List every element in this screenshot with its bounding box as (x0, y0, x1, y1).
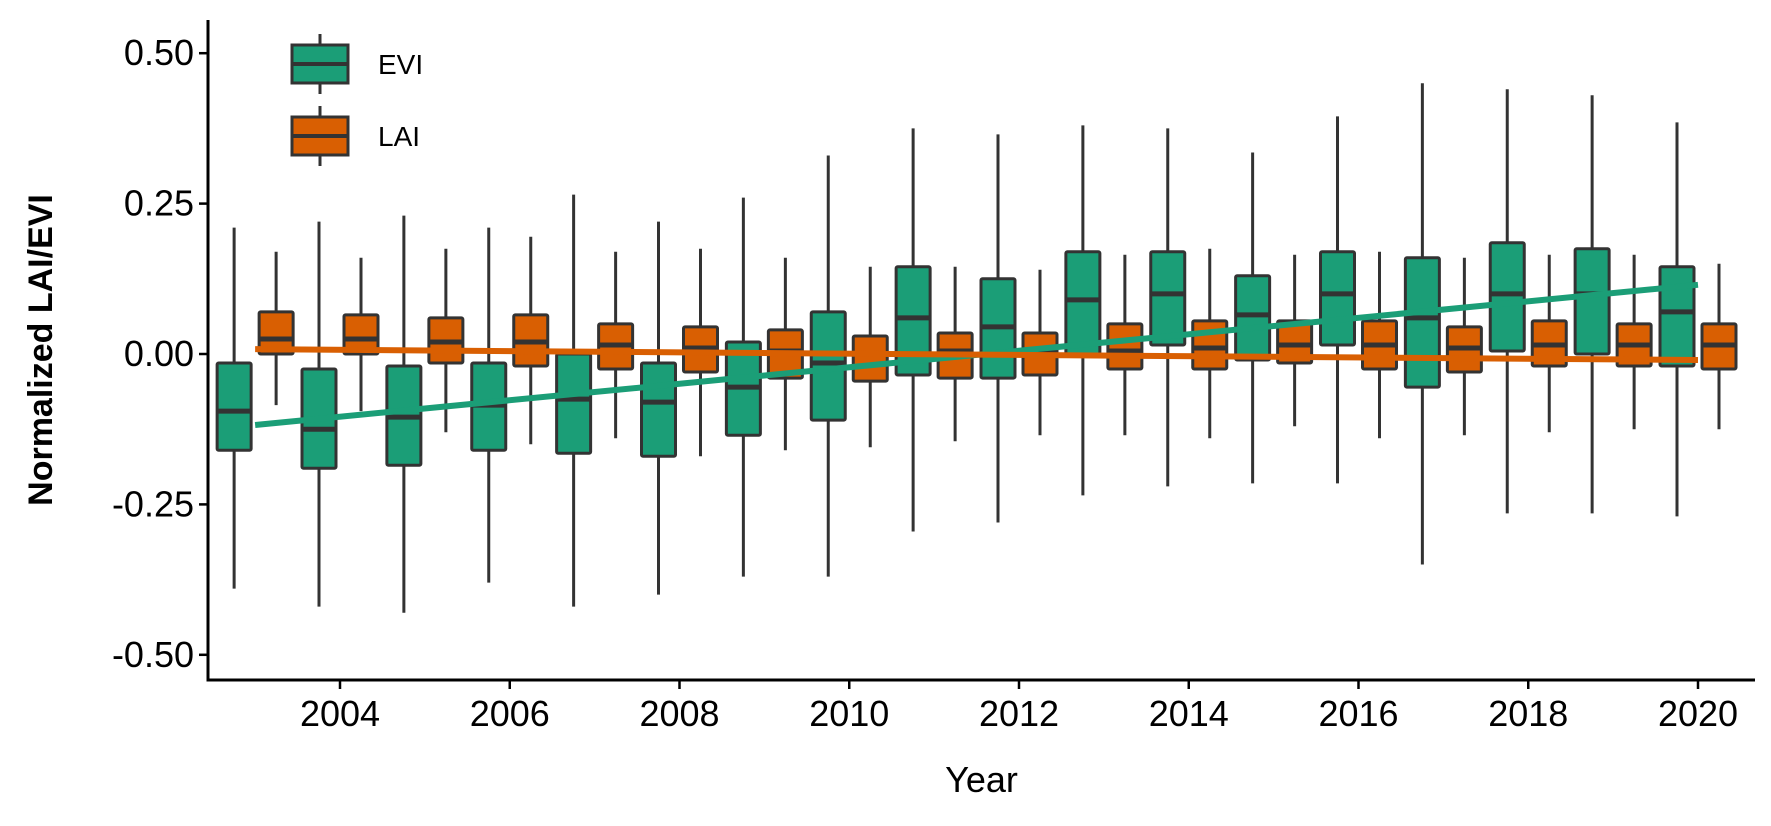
evi-box-body (1319, 250, 1356, 347)
evi-box-2009 (724, 197, 762, 577)
y-tick-label: 0.25 (124, 183, 194, 224)
lai-box-2006 (512, 236, 550, 445)
x-tick-label: 2014 (1149, 693, 1229, 734)
lai-box-2020 (1700, 263, 1738, 430)
tick-marks: 0.50 0.25 0.00 -0.25 -0.50 2004 2006 2008 2010 20… (112, 32, 1738, 734)
evi-box-body (1488, 241, 1526, 353)
lai-box-body (342, 313, 380, 356)
lai-box-2016 (1361, 251, 1398, 439)
lai-box-2013 (1106, 254, 1144, 436)
lai-trend-line (255, 346, 1699, 364)
legend-item-evi: EVI (290, 34, 423, 94)
x-tick-label: 2006 (470, 693, 550, 734)
lai-box-2015 (1276, 254, 1314, 427)
evi-box-2012 (979, 134, 1017, 523)
evi-box-2011 (894, 128, 932, 532)
x-axis-title: Year (945, 759, 1018, 800)
legend: EVI LAI (290, 34, 423, 166)
x-tick-label: 2012 (979, 693, 1059, 734)
trend-lines (254, 281, 1699, 428)
y-tick-label: 0.50 (124, 32, 194, 73)
x-tick-label: 2010 (809, 693, 889, 734)
lai-box-2018 (1530, 254, 1568, 433)
evi-box-body (1573, 247, 1611, 356)
x-tick-label: 2018 (1488, 693, 1568, 734)
x-tick-label: 2004 (300, 693, 380, 734)
evi-box-body (894, 265, 932, 377)
lai-box-body (1276, 319, 1314, 365)
evi-box-body (1658, 265, 1696, 368)
x-tick-label: 2020 (1658, 693, 1738, 734)
evi-box-body (1403, 256, 1441, 389)
evi-box-body (1149, 250, 1187, 347)
evi-box-2015 (1234, 152, 1272, 484)
evi-box-2004 (300, 221, 338, 607)
evi-box-2017 (1403, 83, 1441, 565)
evi-box-body (1064, 250, 1102, 356)
evi-box-2019 (1573, 95, 1611, 514)
evi-box-2008 (640, 221, 677, 595)
evi-box-2003 (215, 227, 253, 589)
evi-box-2013 (1064, 125, 1102, 496)
y-axis-title: Normalized LAI/EVI (22, 194, 60, 506)
evi-box-2020 (1658, 122, 1696, 517)
x-tick-label: 2016 (1318, 693, 1398, 734)
legend-item-lai: LAI (290, 106, 420, 166)
lai-box-2007 (597, 251, 635, 439)
y-tick-label: -0.50 (112, 634, 194, 675)
legend-label: EVI (378, 49, 423, 80)
lai-box-body (1106, 322, 1144, 371)
y-tick-label: -0.25 (112, 483, 194, 524)
y-tick-label: 0.00 (124, 333, 194, 374)
evi-box-2005 (385, 215, 423, 613)
evi-box-2010 (809, 155, 847, 577)
evi-box-body (1234, 274, 1272, 362)
evi-box-body (215, 361, 253, 452)
evi-box-body (640, 361, 677, 458)
x-tick-label: 2008 (639, 693, 719, 734)
lai-box-2017 (1445, 257, 1483, 436)
lai-box-2004 (342, 257, 380, 412)
lai-box-2014 (1191, 248, 1229, 439)
lai-box-2008 (682, 248, 719, 457)
lai-box-2010 (851, 266, 889, 448)
lai-box-2003 (257, 251, 295, 406)
evi-box-2016 (1319, 116, 1356, 484)
evi-box-2014 (1149, 128, 1187, 487)
lai-box-body (851, 334, 889, 383)
lai-box-2019 (1615, 254, 1653, 430)
evi-box-2007 (555, 194, 593, 607)
evi-box-body (555, 352, 593, 455)
axes (206, 20, 1755, 682)
legend-label: LAI (378, 121, 420, 152)
lai-box-body (257, 310, 295, 356)
